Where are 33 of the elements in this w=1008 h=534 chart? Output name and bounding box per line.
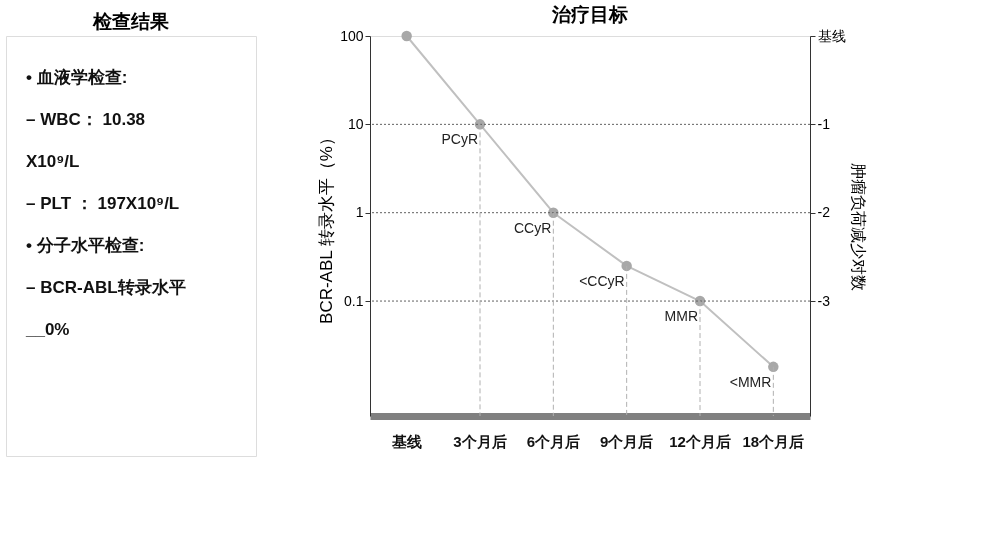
annotation: <CCyR [579, 272, 625, 289]
y-tick-label: 10 [347, 115, 364, 132]
x-tick-label: 12个月后 [669, 432, 731, 450]
point [621, 260, 632, 272]
y2-tick-label: -1 [817, 115, 831, 132]
y2-axis-title: 肿瘤负荷减少对数 [849, 162, 867, 291]
x-tick-label: 基线 [390, 432, 422, 450]
annotation: PCyR [441, 131, 478, 148]
chart-title: 治疗目标 [551, 4, 628, 25]
y2-tick-label: 基线 [817, 27, 846, 44]
point [401, 30, 412, 42]
x-tick-label: 18个月后 [742, 432, 805, 450]
text: X10⁹/L [26, 152, 80, 171]
text: – PLT ： 197X10⁹/L [26, 194, 180, 213]
y2-tick-label: -2 [817, 204, 831, 221]
text: 检查结果 [92, 11, 170, 32]
y-tick-label: 100 [340, 27, 364, 44]
point [768, 361, 779, 373]
annotation: CCyR [513, 219, 552, 236]
x-tick-label: 6个月后 [526, 432, 581, 450]
text: __0% [25, 320, 70, 339]
text: – BCR-ABL转录水平 [26, 278, 186, 297]
y-tick-label: 1 [355, 204, 364, 221]
annotation: MMR [664, 308, 698, 325]
text: • 分子水平检查: [26, 236, 145, 255]
y-axis-title: BCR-ABL 转录水平（%） [317, 129, 337, 324]
x-tick-label: 9个月后 [599, 432, 654, 450]
text: – WBC： 10.38 [26, 110, 146, 129]
y-tick-label: 0.1 [344, 292, 364, 309]
y2-tick-label: -3 [817, 292, 831, 309]
annotation: <MMR [729, 373, 772, 390]
text: • 血液学检查: [26, 68, 128, 87]
x-tick-label: 3个月后 [453, 432, 507, 450]
